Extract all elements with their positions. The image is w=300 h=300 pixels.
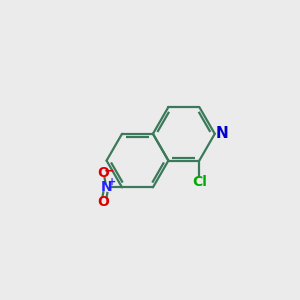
Text: O: O xyxy=(97,195,109,209)
Text: N: N xyxy=(101,180,112,194)
Text: +: + xyxy=(108,177,116,187)
Text: O: O xyxy=(97,166,109,180)
Text: −: − xyxy=(104,165,114,178)
Text: N: N xyxy=(216,126,229,141)
Text: Cl: Cl xyxy=(192,175,207,189)
